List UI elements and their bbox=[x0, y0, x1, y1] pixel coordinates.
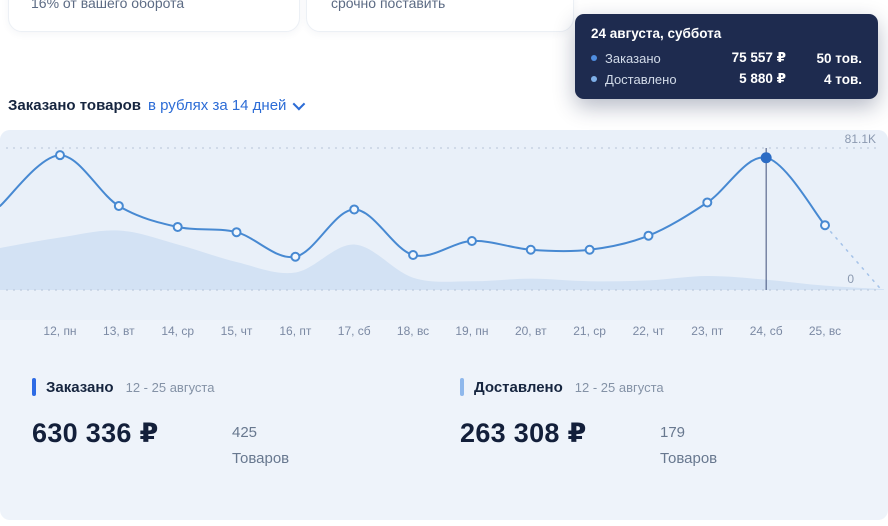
y-max-label: 81.1K bbox=[845, 132, 876, 146]
x-axis-label: 19, пн bbox=[455, 324, 489, 338]
x-axis-label: 12, пн bbox=[43, 324, 77, 338]
chart-panel: 81.1K 0 12, пн 13, вт 14, ср 15, чт 16, пт 17,… bbox=[0, 130, 888, 520]
stat-ordered-period: 12 - 25 августа bbox=[125, 379, 215, 395]
tooltip-delivered-count: 4 тов. bbox=[824, 71, 862, 87]
data-point[interactable] bbox=[643, 230, 654, 241]
x-axis-label: 25, вс bbox=[808, 324, 842, 338]
section-title: Заказано товаров bbox=[8, 97, 141, 114]
data-point[interactable] bbox=[408, 249, 419, 260]
data-point[interactable] bbox=[113, 200, 124, 211]
x-axis-label: 13, вт bbox=[103, 324, 135, 338]
data-point[interactable] bbox=[55, 150, 65, 161]
banner-card-turnover-text: 16% от вашего оборота bbox=[31, 0, 185, 11]
tooltip-date-title: 24 августа, суббота bbox=[591, 26, 722, 41]
tooltip-delivered-value: 5 880 ₽ bbox=[739, 71, 786, 86]
x-axis-label: 21, ср bbox=[573, 324, 606, 338]
stat-ordered-label: Заказано bbox=[46, 378, 114, 396]
x-axis-label: 15, чт bbox=[220, 324, 253, 338]
x-axis-label: 16, пт bbox=[279, 324, 312, 338]
data-point[interactable] bbox=[466, 235, 477, 246]
data-point[interactable] bbox=[290, 251, 301, 262]
data-point[interactable] bbox=[231, 227, 242, 238]
tooltip-delivered-label: Доставлено bbox=[605, 71, 677, 87]
stat-delivered-count-value: 179 bbox=[660, 424, 686, 441]
stat-ordered: Заказано 12 - 25 августа 630 336 ₽ 425 Т… bbox=[32, 378, 289, 473]
stat-ordered-amount: 630 336 ₽ bbox=[32, 418, 159, 448]
data-point[interactable] bbox=[349, 204, 360, 215]
data-point[interactable] bbox=[525, 244, 536, 255]
tooltip-ordered-count: 50 тов. bbox=[816, 50, 863, 66]
stat-ordered-body: 630 336 ₽ 425 Товаров bbox=[32, 418, 289, 473]
x-axis-label: 22, чт bbox=[632, 324, 665, 338]
data-point[interactable] bbox=[584, 244, 595, 255]
banner-card-turnover[interactable]: 16% от вашего оборота bbox=[8, 0, 300, 32]
x-axis-label: 24, сб bbox=[749, 324, 783, 338]
x-axis: 12, пн 13, вт 14, ср 15, чт 16, пт 17, сб 18, … bbox=[0, 324, 888, 344]
stat-delivered-period: 12 - 25 августа bbox=[574, 379, 664, 395]
stat-delivered-count: 179 Товаров bbox=[660, 420, 717, 473]
stat-delivered-label: Доставлено bbox=[474, 378, 563, 396]
stat-delivered-head: Доставлено 12 - 25 августа bbox=[460, 378, 717, 396]
delivered-bullet-icon bbox=[591, 76, 597, 82]
data-point[interactable] bbox=[702, 197, 713, 208]
stat-delivered: Доставлено 12 - 25 августа 263 308 ₽ 179… bbox=[460, 378, 717, 473]
x-axis-label: 23, пт bbox=[691, 324, 724, 338]
stat-ordered-head: Заказано 12 - 25 августа bbox=[32, 378, 289, 396]
y-zero-label: 0 bbox=[847, 272, 854, 286]
section-header: Заказано товаров в рублях за 14 дней bbox=[8, 97, 306, 114]
banner-card-supply-text: срочно поставить bbox=[331, 0, 446, 11]
stat-delivered-amount: 263 308 ₽ bbox=[460, 418, 587, 448]
x-axis-label: 18, вс bbox=[396, 324, 430, 338]
ordered-accent-bar bbox=[32, 378, 36, 396]
stat-delivered-body: 263 308 ₽ 179 Товаров bbox=[460, 418, 717, 473]
period-dropdown-label: в рублях за 14 дней bbox=[148, 97, 287, 114]
chevron-down-icon bbox=[292, 97, 306, 111]
tooltip-ordered-label: Заказано bbox=[605, 50, 661, 66]
ordered-bullet-icon bbox=[591, 55, 597, 61]
tooltip-ordered-value: 75 557 ₽ bbox=[731, 50, 786, 65]
stat-ordered-count-label: Товаров bbox=[232, 450, 290, 468]
period-dropdown[interactable]: в рублях за 14 дней bbox=[148, 97, 306, 114]
chart-tooltip: 24 августа, суббота Заказано 75 557 ₽ 50… bbox=[575, 14, 878, 99]
stat-ordered-count-value: 425 bbox=[232, 424, 258, 441]
highlighted-point[interactable] bbox=[760, 152, 772, 164]
stat-ordered-count: 425 Товаров bbox=[232, 420, 289, 473]
x-axis-label: 14, ср bbox=[161, 324, 195, 338]
delivered-accent-bar bbox=[460, 378, 464, 396]
stats-summary: Заказано 12 - 25 августа 630 336 ₽ 425 Т… bbox=[32, 378, 856, 498]
banner-card-supply[interactable]: срочно поставить bbox=[306, 0, 574, 32]
data-point[interactable] bbox=[172, 221, 183, 232]
orders-line-chart[interactable]: 81.1K 0 bbox=[0, 130, 888, 320]
tooltip-row-delivered: Доставлено 5 880 ₽ 4 тов. bbox=[591, 71, 862, 87]
x-axis-label: 20, вт bbox=[514, 324, 547, 338]
stat-delivered-count-label: Товаров bbox=[660, 450, 718, 468]
tooltip-row-ordered: Заказано 75 557 ₽ 50 тов. bbox=[591, 50, 862, 66]
x-axis-label: 17, сб bbox=[337, 324, 371, 338]
data-point[interactable] bbox=[820, 220, 830, 231]
